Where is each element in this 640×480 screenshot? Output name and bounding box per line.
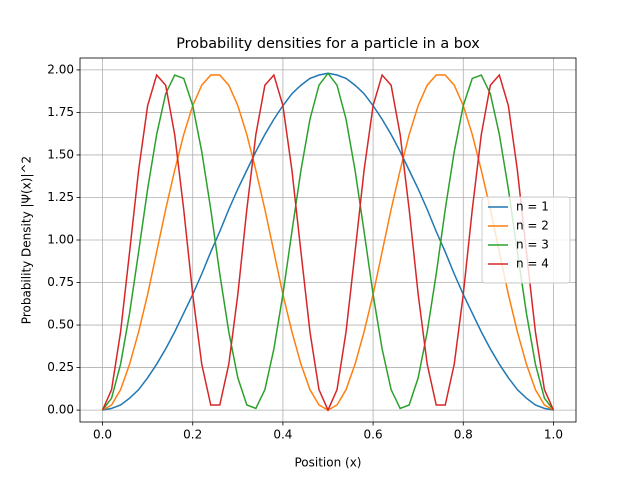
y-tick-label: 1.00 [47, 233, 74, 247]
line-series [101, 72, 555, 411]
x-tick-label: 0.0 [93, 428, 112, 442]
x-tick-label: 0.2 [183, 428, 202, 442]
y-tick-label: 0.00 [47, 403, 74, 417]
x-tick-label: 0.8 [454, 428, 473, 442]
chart-title: Probability densities for a particle in … [176, 36, 480, 52]
legend-box [481, 196, 571, 284]
y-tick-label: 2.00 [47, 62, 74, 76]
x-tick-label: 0.4 [273, 428, 292, 442]
y-tick-label: 0.75 [47, 275, 74, 289]
y-tick-label: 0.25 [47, 360, 74, 374]
legend-label: n = 4 [516, 257, 549, 271]
axes-frame [79, 57, 577, 423]
y-tick-label: 0.50 [47, 318, 74, 332]
y-axis-label: Probability Density |Ψ(x)|^2 [20, 156, 34, 324]
y-tick-label: 1.50 [47, 147, 74, 161]
x-tick-label: 1.0 [544, 428, 563, 442]
legend-label: n = 1 [516, 200, 549, 214]
legend-label: n = 3 [516, 238, 549, 252]
legend-label: n = 2 [516, 219, 549, 233]
line-series [101, 73, 555, 412]
y-tick-label: 1.75 [47, 105, 74, 119]
x-tick-label: 0.6 [364, 428, 383, 442]
y-tick-label: 1.25 [47, 190, 74, 204]
x-axis-label: Position (x) [294, 456, 361, 470]
